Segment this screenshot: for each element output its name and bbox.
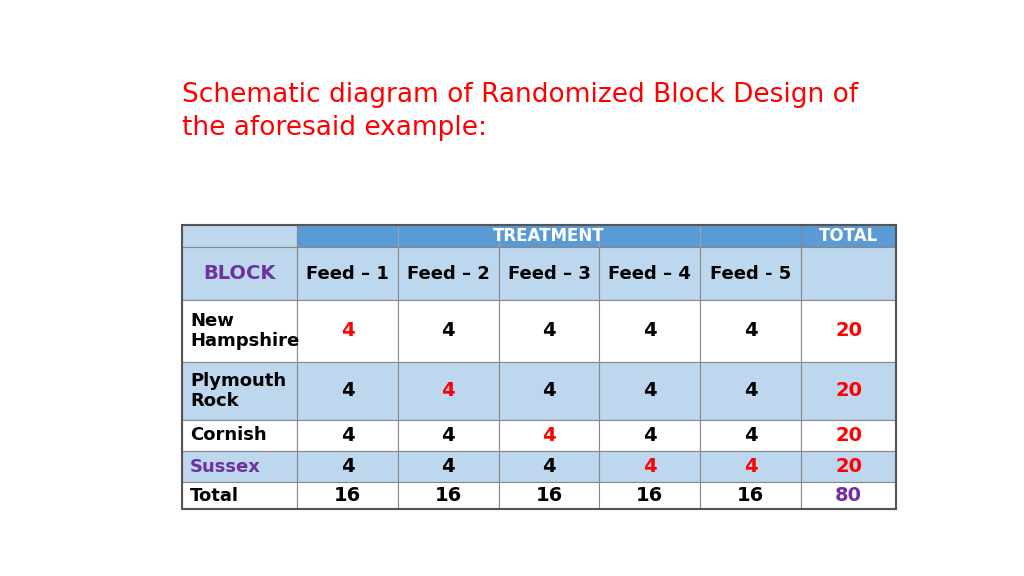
Bar (499, 300, 599, 362)
Text: 20: 20 (836, 321, 862, 340)
Text: 4: 4 (341, 321, 354, 340)
Bar (397, 452, 499, 483)
Bar (801, 483, 896, 509)
Bar (397, 483, 499, 509)
Bar (499, 362, 599, 419)
Text: 16: 16 (536, 486, 562, 505)
Bar (599, 248, 700, 300)
Bar (700, 248, 801, 300)
Bar (700, 362, 801, 419)
Bar (297, 362, 397, 419)
Text: 20: 20 (836, 457, 862, 476)
Text: 4: 4 (441, 381, 455, 400)
Bar (397, 419, 499, 452)
Text: 4: 4 (542, 321, 556, 340)
Text: 16: 16 (334, 486, 361, 505)
Text: 4: 4 (743, 426, 758, 445)
Text: 4: 4 (341, 457, 354, 476)
Text: 4: 4 (542, 381, 556, 400)
Text: 16: 16 (737, 486, 764, 505)
Text: 16: 16 (636, 486, 664, 505)
Text: Plymouth
Rock: Plymouth Rock (189, 372, 286, 410)
Bar (182, 225, 896, 509)
Bar (801, 362, 896, 419)
Bar (297, 300, 397, 362)
Bar (700, 300, 801, 362)
Bar (499, 248, 599, 300)
Bar (499, 419, 599, 452)
Bar (182, 225, 297, 248)
Text: Feed – 2: Feed – 2 (407, 264, 489, 283)
Bar (801, 452, 896, 483)
Bar (182, 362, 297, 419)
Text: Feed – 3: Feed – 3 (508, 264, 591, 283)
Text: 4: 4 (643, 426, 656, 445)
Bar (397, 248, 499, 300)
Bar (297, 225, 801, 248)
Text: 4: 4 (441, 457, 455, 476)
Bar (182, 419, 297, 452)
Text: Feed – 4: Feed – 4 (608, 264, 691, 283)
Text: Schematic diagram of Randomized Block Design of
the aforesaid example:: Schematic diagram of Randomized Block De… (182, 82, 858, 142)
Bar (297, 483, 397, 509)
Bar (182, 452, 297, 483)
Bar (297, 419, 397, 452)
Bar (599, 362, 700, 419)
Text: 4: 4 (643, 381, 656, 400)
Bar (397, 300, 499, 362)
Text: Feed - 5: Feed - 5 (710, 264, 792, 283)
Text: 4: 4 (643, 321, 656, 340)
Bar (182, 483, 297, 509)
Text: BLOCK: BLOCK (204, 264, 275, 283)
Text: 20: 20 (836, 426, 862, 445)
Text: Sussex: Sussex (189, 458, 261, 476)
Bar (499, 452, 599, 483)
Text: Feed – 1: Feed – 1 (306, 264, 389, 283)
Bar (182, 248, 297, 300)
Text: Cornish: Cornish (189, 426, 266, 445)
Bar (397, 362, 499, 419)
Bar (700, 452, 801, 483)
Text: Total: Total (189, 487, 239, 505)
Bar (599, 419, 700, 452)
Bar (801, 225, 896, 248)
Text: 4: 4 (441, 426, 455, 445)
Text: 80: 80 (836, 486, 862, 505)
Text: 4: 4 (341, 426, 354, 445)
Text: 4: 4 (743, 321, 758, 340)
Text: 4: 4 (542, 426, 556, 445)
Bar (801, 419, 896, 452)
Bar (599, 452, 700, 483)
Text: 4: 4 (643, 457, 656, 476)
Bar (297, 248, 397, 300)
Text: 4: 4 (441, 321, 455, 340)
Bar (700, 483, 801, 509)
Text: 4: 4 (743, 457, 758, 476)
Bar (700, 419, 801, 452)
Bar (297, 452, 397, 483)
Text: 20: 20 (836, 381, 862, 400)
Text: 4: 4 (542, 457, 556, 476)
Text: 4: 4 (341, 381, 354, 400)
Bar (801, 248, 896, 300)
Text: TOTAL: TOTAL (819, 228, 879, 245)
Bar (499, 483, 599, 509)
Text: 4: 4 (743, 381, 758, 400)
Text: TREATMENT: TREATMENT (494, 228, 605, 245)
Bar (599, 300, 700, 362)
Bar (182, 300, 297, 362)
Bar (801, 300, 896, 362)
Text: New
Hampshire: New Hampshire (189, 312, 299, 350)
Text: 16: 16 (434, 486, 462, 505)
Bar (599, 483, 700, 509)
